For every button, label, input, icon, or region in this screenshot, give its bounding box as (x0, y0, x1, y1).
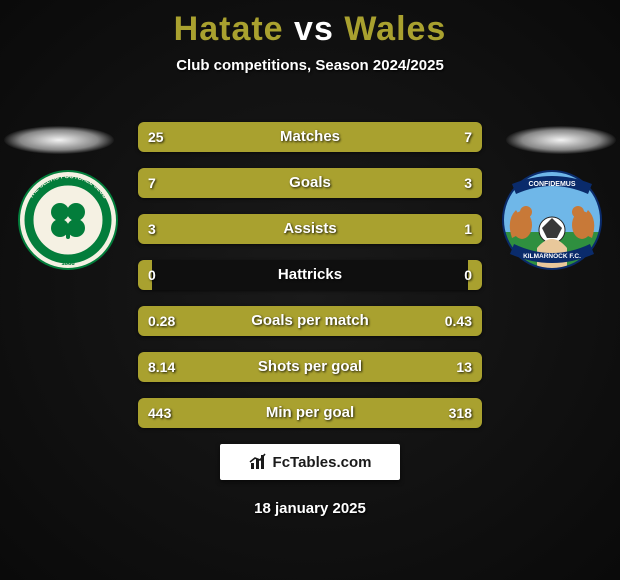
svg-text:1888: 1888 (61, 261, 75, 267)
stat-bar: 0.280.43Goals per match (138, 306, 482, 336)
crest-shadow-left (4, 126, 114, 154)
vs-text: vs (294, 10, 334, 48)
chart-logo-icon (249, 453, 267, 471)
bar-label: Shots per goal (138, 352, 482, 382)
site-name: FcTables.com (273, 454, 372, 471)
bar-label: Matches (138, 122, 482, 152)
player1-name: Hatate (174, 10, 284, 48)
stat-bar: 73Goals (138, 168, 482, 198)
celtic-crest-icon: THE CELTIC FOOTBALL CLUB 1888 (18, 170, 118, 270)
bar-label: Goals per match (138, 306, 482, 336)
team-crest-right: CONFIDEMUS KILMARNOCK F.C. (502, 170, 602, 270)
stats-bars: 257Matches 73Goals 31Assists 00Hattricks 0.2… (138, 122, 482, 444)
subtitle: Club competitions, Season 2024/2025 (0, 57, 620, 74)
bar-label: Assists (138, 214, 482, 244)
stat-bar: 00Hattricks (138, 260, 482, 290)
comparison-title: Hatate vs Wales (0, 0, 620, 49)
site-badge: FcTables.com (220, 444, 400, 480)
team-crest-left: THE CELTIC FOOTBALL CLUB 1888 (18, 170, 118, 270)
stat-bar: 31Assists (138, 214, 482, 244)
stat-bar: 257Matches (138, 122, 482, 152)
stat-bar: 443318Min per goal (138, 398, 482, 428)
bar-label: Hattricks (138, 260, 482, 290)
crest-shadow-right (506, 126, 616, 154)
bar-label: Goals (138, 168, 482, 198)
kilmarnock-crest-icon: CONFIDEMUS KILMARNOCK F.C. (502, 170, 602, 270)
bar-label: Min per goal (138, 398, 482, 428)
svg-text:KILMARNOCK F.C.: KILMARNOCK F.C. (523, 253, 581, 260)
player2-name: Wales (344, 10, 446, 48)
svg-text:CONFIDEMUS: CONFIDEMUS (528, 181, 575, 188)
footer-date: 18 january 2025 (0, 500, 620, 517)
stat-bar: 8.1413Shots per goal (138, 352, 482, 382)
